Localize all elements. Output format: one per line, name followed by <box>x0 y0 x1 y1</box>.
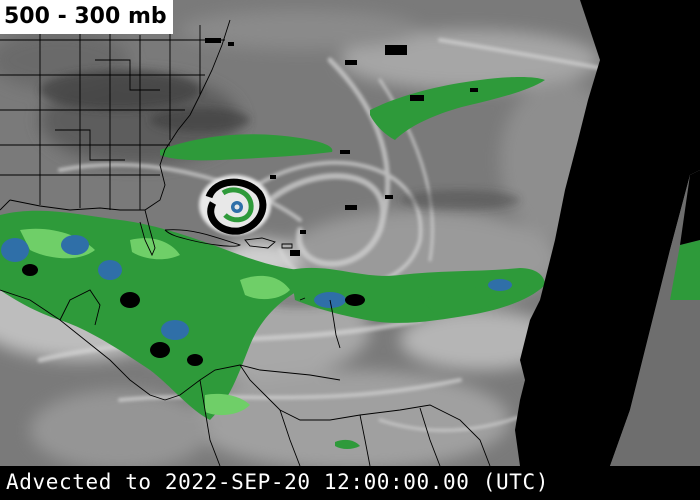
right-edge-gap <box>680 170 700 245</box>
valid-time-label: Advected to 2022-SEP-20 12:00:00.00 (UTC… <box>6 470 549 494</box>
footer-bar: Advected to 2022-SEP-20 12:00:00.00 (UTC… <box>0 466 700 500</box>
level-title: 500 - 300 mb <box>0 0 173 34</box>
coastlines-and-borders <box>0 19 491 467</box>
right-edge-strip <box>610 170 700 466</box>
right-edge-moisture <box>670 240 700 300</box>
specks <box>205 38 478 256</box>
moisture-blue-cores <box>1 235 700 366</box>
hurricane-vortex <box>199 175 271 235</box>
data-gap-wedge <box>515 0 700 466</box>
